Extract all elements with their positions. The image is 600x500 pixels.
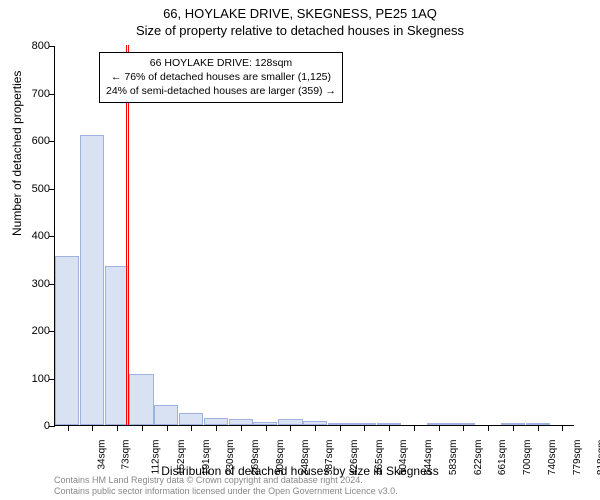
footer-line2: Contains public sector information licen…: [54, 486, 398, 497]
y-tick-label: 0: [44, 420, 50, 432]
x-tick: [92, 425, 93, 431]
x-tick: [216, 425, 217, 431]
x-tick: [538, 425, 539, 431]
histogram-bar: [55, 256, 79, 425]
x-tick: [364, 425, 365, 431]
histogram-bar: [204, 418, 228, 425]
chart-titles: 66, HOYLAKE DRIVE, SKEGNESS, PE25 1AQ Si…: [0, 0, 600, 38]
x-tick: [414, 425, 415, 431]
y-tick-label: 100: [32, 373, 50, 385]
plot-area: 010020030040050060070080034sqm73sqm112sq…: [54, 46, 574, 426]
footer-line1: Contains HM Land Registry data © Crown c…: [54, 475, 398, 486]
y-tick-label: 500: [32, 183, 50, 195]
y-tick-label: 300: [32, 278, 50, 290]
x-tick: [562, 425, 563, 431]
x-tick: [266, 425, 267, 431]
title-main: 66, HOYLAKE DRIVE, SKEGNESS, PE25 1AQ: [0, 6, 600, 21]
x-tick: [340, 425, 341, 431]
annotation-line: ← 76% of detached houses are smaller (1,…: [106, 70, 336, 84]
y-axis-label: Number of detached properties: [10, 71, 24, 236]
y-tick-label: 700: [32, 88, 50, 100]
y-tick-label: 800: [32, 40, 50, 52]
annotation-line: 66 HOYLAKE DRIVE: 128sqm: [106, 56, 336, 70]
title-sub: Size of property relative to detached ho…: [0, 23, 600, 38]
x-tick: [463, 425, 464, 431]
x-tick: [315, 425, 316, 431]
x-tick: [513, 425, 514, 431]
x-tick: [241, 425, 242, 431]
y-tick-label: 400: [32, 230, 50, 242]
x-tick: [117, 425, 118, 431]
y-tick-label: 200: [32, 325, 50, 337]
histogram-bar: [80, 135, 105, 425]
histogram-bar: [179, 413, 204, 425]
x-tick: [389, 425, 390, 431]
y-tick-label: 600: [32, 135, 50, 147]
x-tick: [167, 425, 168, 431]
histogram-bar: [129, 374, 153, 425]
chart-area: 010020030040050060070080034sqm73sqm112sq…: [54, 46, 574, 426]
x-tick: [191, 425, 192, 431]
histogram-bar: [154, 405, 178, 425]
annotation-box: 66 HOYLAKE DRIVE: 128sqm← 76% of detache…: [99, 52, 343, 103]
footer-attribution: Contains HM Land Registry data © Crown c…: [54, 475, 398, 497]
x-tick: [488, 425, 489, 431]
x-tick: [68, 425, 69, 431]
x-tick: [439, 425, 440, 431]
x-tick: [290, 425, 291, 431]
annotation-line: 24% of semi-detached houses are larger (…: [106, 84, 336, 98]
x-tick: [142, 425, 143, 431]
